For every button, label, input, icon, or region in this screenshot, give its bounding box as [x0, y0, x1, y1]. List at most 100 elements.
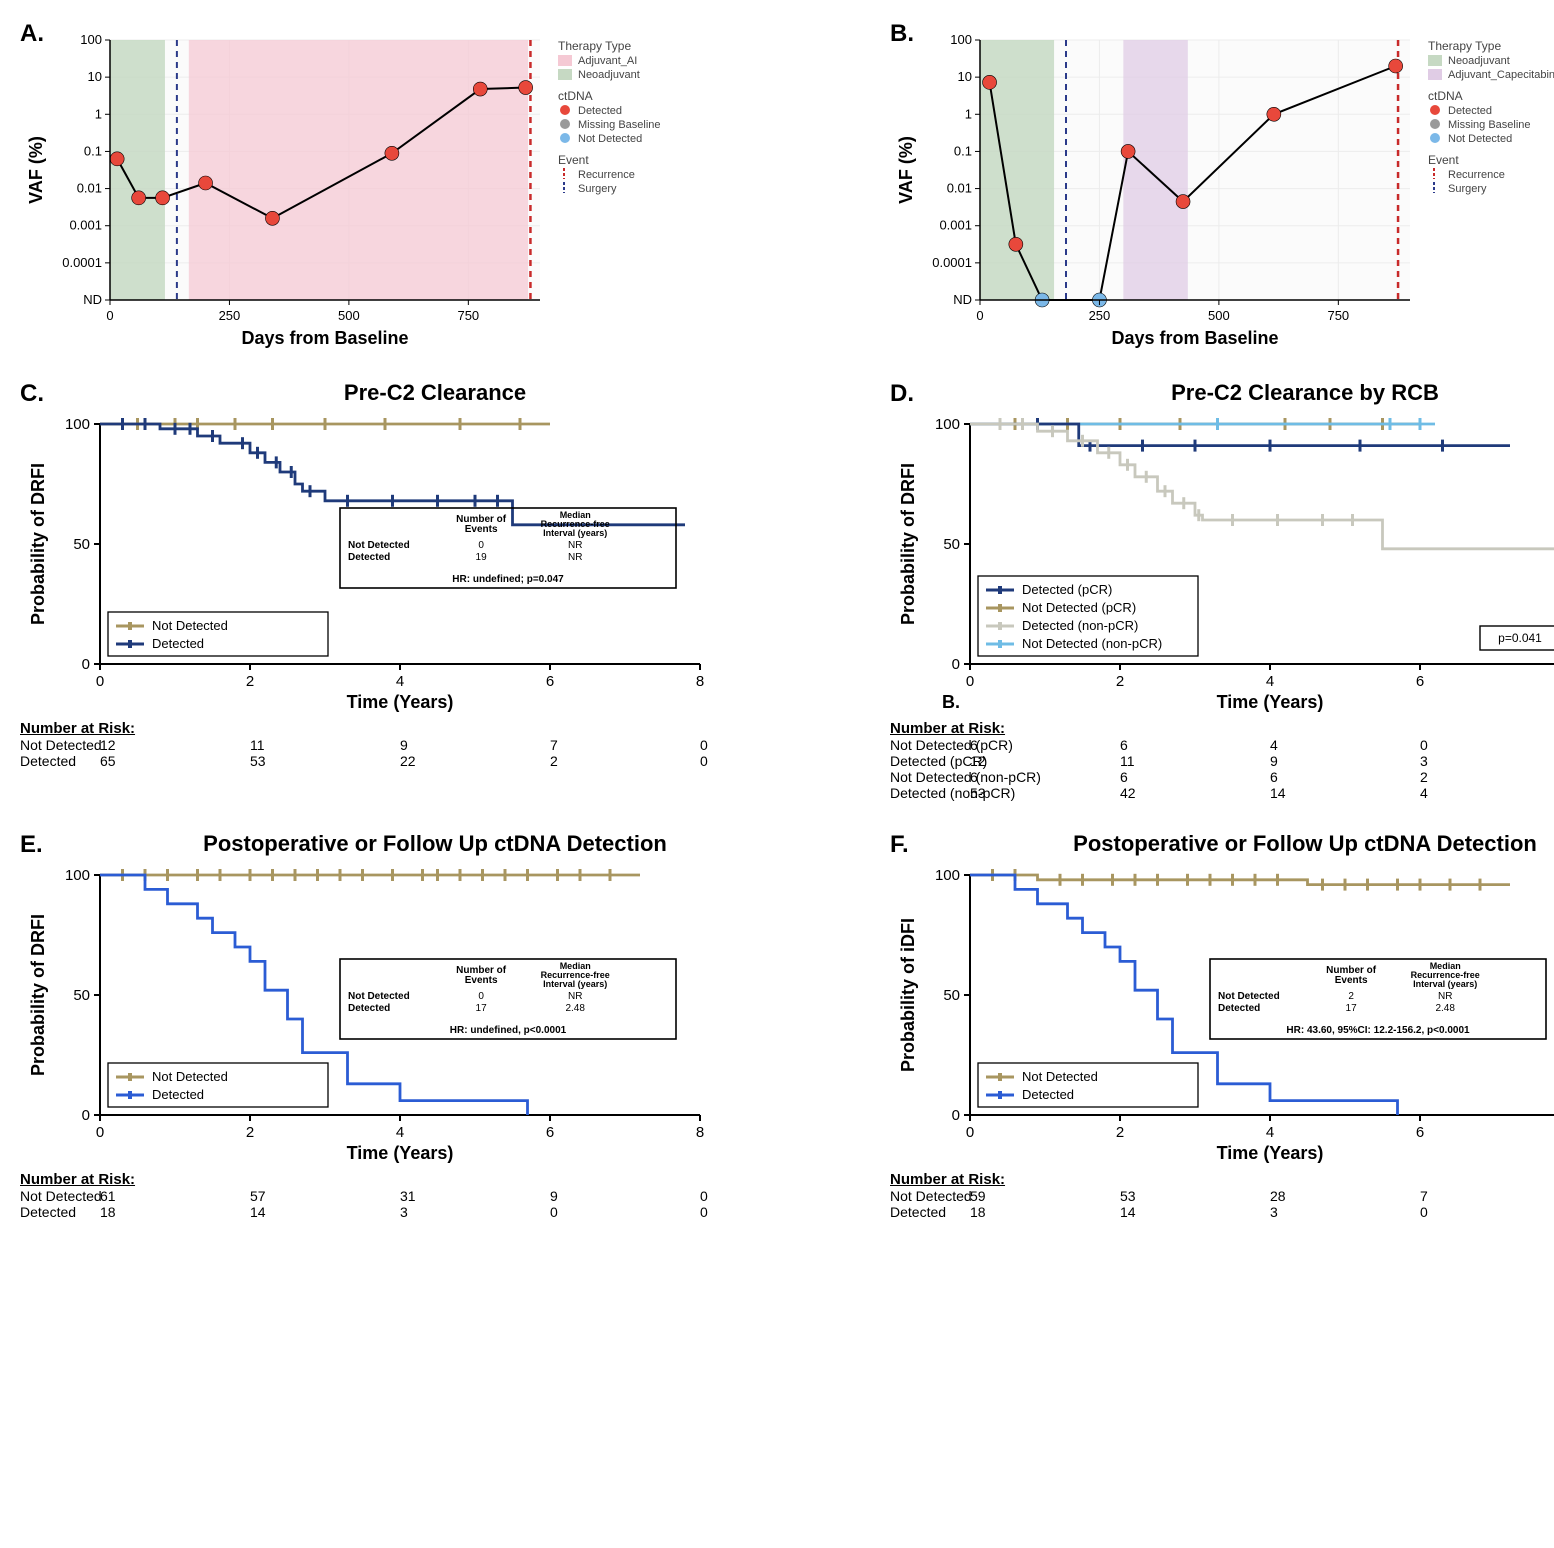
svg-text:Not Detected: Not Detected — [152, 1069, 228, 1084]
svg-text:0: 0 — [96, 673, 104, 690]
svg-text:Time (Years): Time (Years) — [347, 692, 454, 712]
svg-text:Missing Baseline: Missing Baseline — [1448, 119, 1531, 131]
svg-text:Missing Baseline: Missing Baseline — [578, 119, 661, 131]
svg-text:2: 2 — [1348, 991, 1354, 1002]
svg-text:Time (Years): Time (Years) — [347, 1143, 454, 1163]
svg-text:Not Detected: Not Detected — [1448, 133, 1512, 145]
panel-c: C. Pre-C2 Clearance 02468050100Time (Yea… — [20, 380, 850, 801]
svg-text:0: 0 — [966, 673, 974, 690]
panel-a-chart: 0250500750ND0.00010.0010.010.1110100Days… — [20, 20, 760, 350]
panel-b-label: B. — [890, 20, 914, 48]
svg-text:50: 50 — [943, 536, 960, 553]
svg-text:250: 250 — [219, 308, 241, 323]
svg-text:0: 0 — [478, 540, 484, 551]
svg-text:1: 1 — [965, 106, 972, 121]
svg-text:Neoadjuvant: Neoadjuvant — [1448, 55, 1510, 67]
svg-text:2: 2 — [246, 673, 254, 690]
svg-text:0.0001: 0.0001 — [62, 255, 102, 270]
svg-text:Detected: Detected — [1022, 1087, 1074, 1102]
svg-text:Detected: Detected — [578, 105, 622, 117]
svg-text:0: 0 — [952, 1107, 960, 1124]
svg-text:2.48: 2.48 — [565, 1003, 585, 1014]
svg-text:750: 750 — [457, 308, 479, 323]
svg-text:Therapy Type: Therapy Type — [1428, 39, 1501, 53]
svg-text:6: 6 — [546, 1124, 554, 1141]
svg-text:100: 100 — [65, 416, 90, 433]
svg-text:17: 17 — [476, 1003, 488, 1014]
svg-text:Detected (pCR): Detected (pCR) — [1022, 582, 1112, 597]
svg-text:4: 4 — [396, 1124, 404, 1141]
svg-text:NR: NR — [568, 540, 582, 551]
svg-text:Detected: Detected — [152, 636, 204, 651]
panel-d-title: Pre-C2 Clearance by RCB — [890, 380, 1554, 406]
svg-text:Interval (years): Interval (years) — [543, 528, 607, 538]
panel-e-title: Postoperative or Follow Up ctDNA Detecti… — [20, 831, 850, 857]
panel-c-risk-table: Number at Risk:Not Detected1211970Detect… — [20, 720, 850, 769]
svg-text:100: 100 — [65, 867, 90, 884]
panel-e-risk-table: Number at Risk:Not Detected61573190Detec… — [20, 1171, 850, 1220]
svg-text:Events: Events — [465, 975, 498, 986]
svg-text:50: 50 — [943, 987, 960, 1004]
svg-text:HR: 43.60, 95%CI: 12.2-156.2,: HR: 43.60, 95%CI: 12.2-156.2, p<0.0001 — [1286, 1025, 1470, 1036]
svg-text:Detected: Detected — [152, 1087, 204, 1102]
panel-e-chart: 02468050100Time (Years)Probability of DR… — [20, 865, 740, 1165]
svg-text:0: 0 — [96, 1124, 104, 1141]
svg-text:Events: Events — [465, 524, 498, 535]
svg-text:0.01: 0.01 — [947, 181, 972, 196]
svg-text:Recurrence: Recurrence — [1448, 169, 1505, 181]
svg-text:100: 100 — [935, 867, 960, 884]
panel-f-label: F. — [890, 831, 909, 859]
svg-text:0: 0 — [976, 308, 983, 323]
panel-b-chart: 0250500750ND0.00010.0010.010.1110100Days… — [890, 20, 1554, 350]
svg-text:VAF (%): VAF (%) — [26, 136, 46, 204]
svg-text:2.48: 2.48 — [1435, 1003, 1455, 1014]
svg-text:0: 0 — [952, 656, 960, 673]
svg-text:0.0001: 0.0001 — [932, 255, 972, 270]
svg-text:Not Detected: Not Detected — [348, 991, 410, 1002]
svg-text:Event: Event — [1428, 153, 1459, 167]
panel-d-label: D. — [890, 380, 914, 408]
svg-text:ND: ND — [953, 292, 972, 307]
svg-text:Not Detected: Not Detected — [348, 540, 410, 551]
svg-text:10: 10 — [958, 69, 972, 84]
panel-b: B. 0250500750ND0.00010.0010.010.1110100D… — [890, 20, 1554, 350]
svg-text:Not Detected (non-pCR): Not Detected (non-pCR) — [1022, 636, 1162, 651]
svg-text:Detected: Detected — [1218, 1003, 1260, 1014]
svg-text:NR: NR — [568, 991, 582, 1002]
svg-text:4: 4 — [396, 673, 404, 690]
svg-text:17: 17 — [1346, 1003, 1358, 1014]
svg-text:500: 500 — [1208, 308, 1230, 323]
svg-text:4: 4 — [1266, 673, 1274, 690]
svg-text:Probability of DRFI: Probability of DRFI — [898, 463, 918, 625]
svg-text:HR: undefined, p<0.0001: HR: undefined, p<0.0001 — [450, 1025, 567, 1036]
svg-text:6: 6 — [546, 673, 554, 690]
panel-f: F. Postoperative or Follow Up ctDNA Dete… — [890, 831, 1554, 1220]
svg-text:p=0.041: p=0.041 — [1498, 631, 1542, 645]
svg-text:Detected: Detected — [348, 552, 390, 563]
svg-text:Surgery: Surgery — [1448, 183, 1487, 195]
svg-text:4: 4 — [1266, 1124, 1274, 1141]
svg-text:6: 6 — [1416, 1124, 1424, 1141]
svg-text:Not Detected (pCR): Not Detected (pCR) — [1022, 600, 1136, 615]
svg-text:Detected (non-pCR): Detected (non-pCR) — [1022, 618, 1138, 633]
svg-text:0.001: 0.001 — [939, 218, 972, 233]
svg-text:0: 0 — [82, 1107, 90, 1124]
panel-f-chart: 02468050100Time (Years)Probability of iD… — [890, 865, 1554, 1165]
panel-c-label: C. — [20, 380, 44, 408]
svg-text:750: 750 — [1327, 308, 1349, 323]
svg-text:Probability of DRFI: Probability of DRFI — [28, 914, 48, 1076]
panel-d-risk-table: B.Number at Risk:Not Detected (pCR)66400… — [890, 720, 1554, 801]
svg-text:Interval (years): Interval (years) — [543, 979, 607, 989]
svg-text:ctDNA: ctDNA — [558, 89, 593, 103]
svg-text:NR: NR — [1438, 991, 1452, 1002]
svg-text:100: 100 — [935, 416, 960, 433]
svg-text:Adjuvant_AI: Adjuvant_AI — [578, 55, 637, 67]
svg-text:2: 2 — [246, 1124, 254, 1141]
svg-text:Event: Event — [558, 153, 589, 167]
svg-text:0: 0 — [106, 308, 113, 323]
svg-text:0.1: 0.1 — [84, 143, 102, 158]
svg-text:VAF (%): VAF (%) — [896, 136, 916, 204]
panel-c-title: Pre-C2 Clearance — [20, 380, 850, 406]
svg-text:ND: ND — [83, 292, 102, 307]
svg-text:Not Detected: Not Detected — [578, 133, 642, 145]
